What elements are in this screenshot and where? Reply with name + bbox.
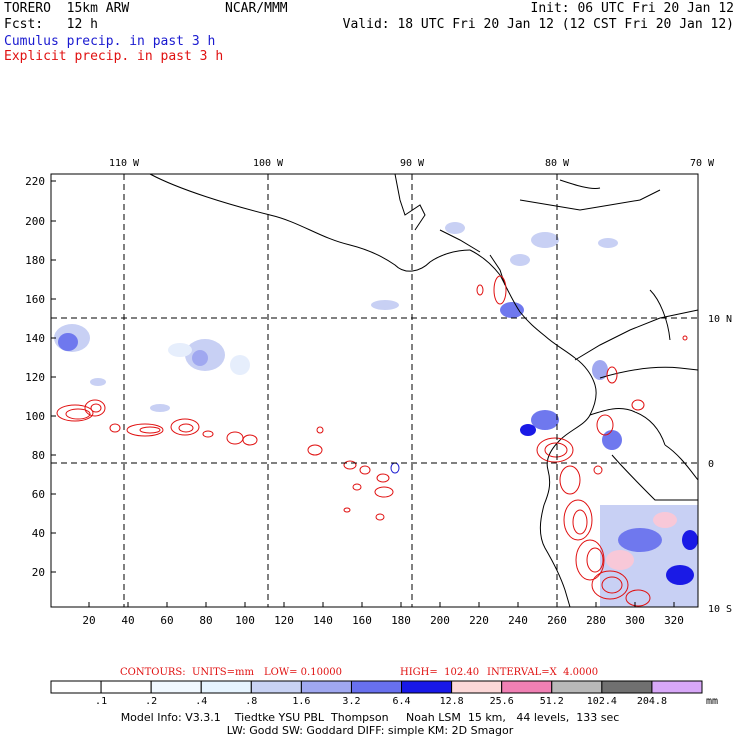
valid-time: Valid: 18 UTC Fri 20 Jan 12 (12 CST Fri …: [342, 17, 734, 32]
colorbar-swatch: [501, 680, 553, 694]
colorbar-label: .1: [95, 696, 107, 707]
model-name: TORERO 15km ARW: [4, 1, 130, 16]
colorbar: [50, 680, 703, 694]
x-tick-label: 320: [664, 614, 684, 627]
forecast-hour: Fcst: 12 h: [4, 17, 98, 32]
left-axis: 220 200 180 160 140 120 100 80 60 40 20: [25, 175, 56, 579]
x-tick-label: 120: [274, 614, 294, 627]
y-tick-label: 100: [25, 410, 45, 423]
lon-label-70w: 70 W: [690, 158, 715, 169]
colorbar-label: .2: [145, 696, 157, 707]
model-info-line1: Model Info: V3.3.1 Tiedtke YSU PBL Thomp…: [120, 711, 620, 724]
center-name: NCAR/MMM: [225, 1, 288, 16]
lon-label-110w: 110 W: [109, 158, 140, 169]
x-tick-label: 140: [313, 614, 333, 627]
colorbar-swatch: [350, 680, 403, 694]
init-time: Init: 06 UTC Fri 20 Jan 12: [530, 1, 735, 16]
explicit-precip-contours: [56, 275, 688, 607]
lat-label-10n: 10 N: [708, 314, 732, 325]
lon-label-90w: 90 W: [400, 158, 425, 169]
colorbar-label: 204.8: [637, 696, 667, 707]
colorbar-swatch: [200, 680, 252, 694]
x-tick-label: 60: [160, 614, 173, 627]
colorbar-label: 6.4: [393, 696, 411, 707]
colorbar-swatch: [300, 680, 352, 694]
lat-label-0: 0: [708, 459, 714, 470]
bottom-axis: 20 40 60 80 100 120 140 160 180 200 220 …: [82, 602, 684, 627]
colorbar-label: .8: [245, 696, 257, 707]
y-tick-label: 180: [25, 254, 45, 267]
y-tick-label: 200: [25, 215, 45, 228]
contour-low: LOW= 0.10000: [264, 667, 343, 678]
cumulus-precip-shading: [54, 222, 698, 607]
x-tick-label: 100: [235, 614, 255, 627]
y-tick-label: 20: [32, 566, 45, 579]
y-tick-label: 120: [25, 371, 45, 384]
colorbar-unit: mm: [706, 696, 718, 707]
lon-label-80w: 80 W: [545, 158, 570, 169]
y-tick-label: 220: [25, 175, 45, 188]
colorbar-swatch: [150, 680, 202, 694]
colorbar-labels: .1 .2 .4 .8 1.6 3.2 6.4 12.8 25.6 51.2 102.4 204.8: [95, 696, 667, 707]
x-tick-label: 260: [547, 614, 567, 627]
x-tick-label: 200: [430, 614, 450, 627]
x-tick-label: 280: [586, 614, 606, 627]
colorbar-swatch: [50, 680, 102, 694]
plot-frame: [50, 173, 699, 608]
x-tick-label: 180: [391, 614, 411, 627]
x-tick-label: 40: [121, 614, 134, 627]
y-tick-label: 60: [32, 488, 45, 501]
field-cumulus-label: Cumulus precip. in past 3 h: [4, 34, 216, 49]
y-tick-label: 40: [32, 527, 45, 540]
colorbar-label: 102.4: [587, 696, 617, 707]
colorbar-label: 51.2: [540, 696, 564, 707]
x-tick-label: 160: [352, 614, 372, 627]
coastlines: [149, 173, 699, 608]
contour-units: CONTOURS: UNITS=mm: [120, 667, 254, 678]
lon-label-100w: 100 W: [253, 158, 284, 169]
x-tick-label: 300: [625, 614, 645, 627]
y-tick-label: 140: [25, 332, 45, 345]
latlon-grid: [51, 174, 698, 607]
colorbar-swatch: [451, 680, 503, 694]
colorbar-swatch: [651, 680, 703, 694]
model-info-line2: LW: Godd SW: Goddard DIFF: simple KM: 2D…: [226, 724, 514, 737]
colorbar-label: 1.6: [292, 696, 310, 707]
colorbar-swatch: [551, 680, 603, 694]
colorbar-swatch: [601, 680, 653, 694]
y-tick-label: 160: [25, 293, 45, 306]
colorbar-label: 12.8: [440, 696, 464, 707]
colorbar-label: 25.6: [490, 696, 514, 707]
colorbar-swatch: [100, 680, 152, 694]
x-tick-label: 80: [199, 614, 212, 627]
cumulus-precip-contours: [390, 462, 400, 474]
x-tick-label: 20: [82, 614, 95, 627]
contour-interval: INTERVAL=X 4.0000: [487, 667, 599, 678]
colorbar-swatch: [250, 680, 302, 694]
contour-high: HIGH= 102.40: [400, 667, 480, 678]
x-tick-label: 240: [508, 614, 528, 627]
lat-label-10s: 10 S: [708, 604, 732, 615]
colorbar-label: .4: [195, 696, 207, 707]
y-tick-label: 80: [32, 449, 45, 462]
field-explicit-label: Explicit precip. in past 3 h: [4, 49, 224, 64]
x-tick-label: 220: [469, 614, 489, 627]
colorbar-label: 3.2: [342, 696, 360, 707]
colorbar-swatch: [401, 680, 453, 694]
